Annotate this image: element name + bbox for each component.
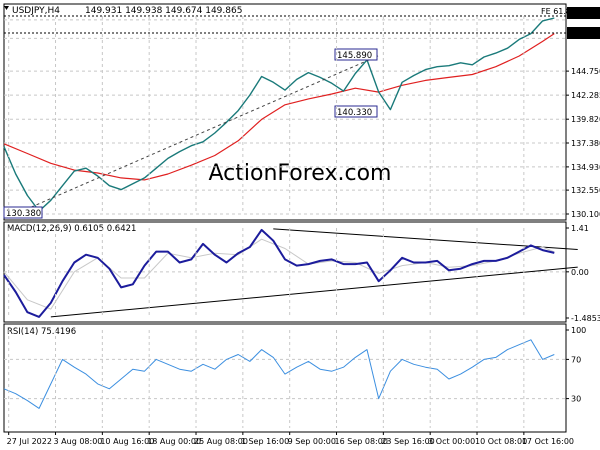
rsi-series-layer (3, 339, 555, 409)
time-tick-label: 10 Aug 16:00 (100, 437, 154, 446)
channel-trendline (19, 55, 379, 213)
price-tick-label: 134.930 (571, 163, 600, 172)
rsi-tick-label: 70 (571, 355, 581, 364)
rsi-title: RSI(14) 75.4196 (7, 327, 76, 337)
time-tick-label: 25 Aug 08:00 (194, 437, 248, 446)
time-tick-label: 10 Oct 08:00 (475, 437, 527, 446)
macd-series-layer (3, 228, 578, 318)
macd-line (3, 228, 555, 318)
rsi-tick-label: 100 (571, 326, 586, 335)
time-tick-label: 9 Sep 00:00 (288, 437, 336, 446)
price-tag-current-label: 150.000 (569, 9, 600, 19)
time-tick-label: 17 Oct 16:00 (522, 437, 574, 446)
rsi-panel: 100 70 30 RSI(14) 75.4196 (3, 323, 586, 433)
ohlc-label: 149.931 149.938 149.674 149.865 (85, 6, 242, 16)
macd-trendline (273, 228, 578, 250)
macd-trendline (50, 266, 578, 318)
time-tick-label: 23 Sep 16:00 (381, 437, 434, 446)
macd-tick-label: 0.00 (571, 268, 589, 277)
moving-average-line (3, 33, 555, 181)
price-tick-label: 132.550 (571, 186, 600, 195)
time-tick-label: 27 Jul 2022 (7, 437, 52, 446)
price-panel-frame (3, 3, 567, 221)
macd-axis-ticks: 1.41 0.00 -1.4853 (566, 224, 600, 323)
label-box-low (334, 105, 378, 118)
label-box-high (334, 48, 378, 61)
rsi-axis-ticks: 100 70 30 (566, 326, 586, 404)
price-tag-resistance-label: 148.110 (569, 29, 600, 39)
price-tick-label: 130.100 (571, 210, 600, 219)
label-low: 140.330 (337, 108, 372, 118)
macd-tick-label: 1.41 (571, 224, 589, 233)
watermark: ActionForex.com (209, 161, 392, 186)
price-axis-ticks: 144.750 142.285 139.820 137.380 134.930 132.5… (566, 67, 600, 219)
rsi-gridlines (4, 358, 566, 400)
time-tick-label: 3 Oct 00:00 (428, 437, 475, 446)
price-tick-label: 144.750 (571, 67, 600, 76)
symbol-label: USDJPY,H4 (12, 6, 60, 16)
time-tick-label: 18 Aug 00:00 (147, 437, 201, 446)
fe-label: FE 61.8 (541, 7, 571, 16)
price-tick-label: 142.285 (571, 91, 600, 100)
label-box-start (3, 206, 43, 219)
time-tick-label: 3 Aug 08:00 (54, 437, 103, 446)
price-tick-label: 137.380 (571, 139, 600, 148)
time-tick-label: 1 Sep 16:00 (241, 437, 289, 446)
macd-tick-label: -1.4853 (571, 314, 600, 323)
rsi-tick-label: 30 (571, 395, 581, 404)
price-gridlines (4, 19, 566, 215)
price-line (3, 17, 555, 212)
price-tag-current (567, 7, 600, 19)
price-tick-label: 139.820 (571, 115, 600, 124)
price-series-layer (3, 17, 555, 212)
label-start: 130.380 (6, 209, 41, 219)
macd-title: MACD(12,26,9) 0.6105 0.6421 (7, 224, 136, 234)
dropdown-icon[interactable] (4, 6, 9, 10)
rsi-panel-frame (3, 323, 567, 433)
time-tick-label: 16 Sep 08:00 (335, 437, 388, 446)
label-high: 145.890 (337, 51, 372, 61)
macd-panel: 1.41 0.00 -1.4853 MACD(12,26,9) 0.6105 0.6… (3, 221, 600, 323)
price-panel: ActionForex.com 144.750 142.285 139.820 137… (3, 3, 600, 221)
rsi-line (3, 339, 555, 409)
price-tag-resistance (567, 27, 600, 39)
